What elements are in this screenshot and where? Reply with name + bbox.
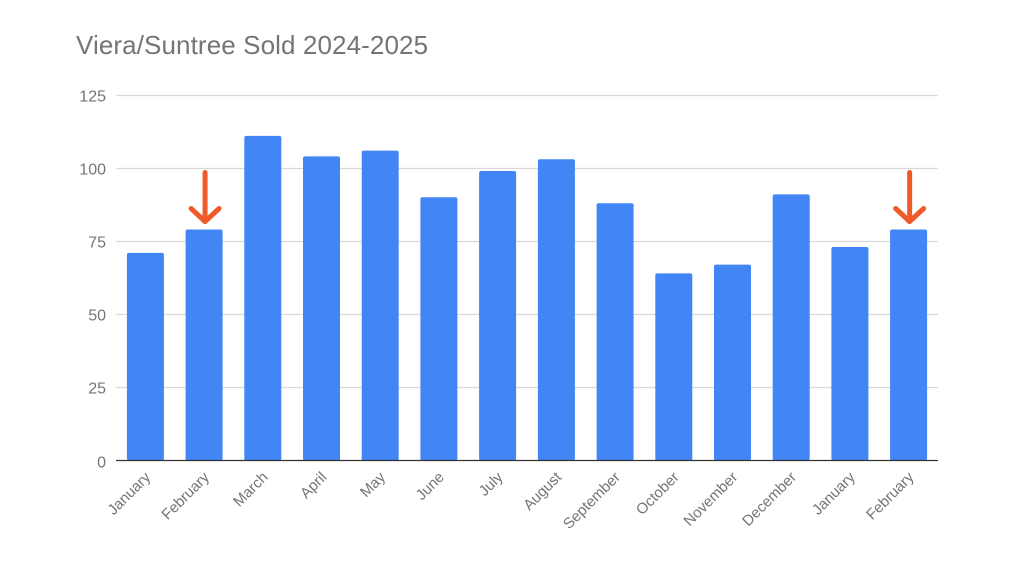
- bar: [361, 150, 399, 461]
- x-tick-label: November: [680, 469, 741, 530]
- bar: [772, 194, 810, 461]
- x-tick-label: July: [476, 468, 507, 499]
- x-tick-label: March: [230, 469, 271, 510]
- x-tick-label: February: [863, 468, 918, 523]
- bar: [244, 135, 282, 461]
- bar: [596, 203, 634, 461]
- bar: [479, 171, 517, 461]
- x-tick-label: May: [357, 468, 389, 500]
- x-tick-label: October: [633, 469, 683, 519]
- chart-title: Viera/Suntree Sold 2024-2025: [76, 30, 429, 60]
- bar: [420, 197, 458, 461]
- annotation-arrows: [188, 170, 927, 225]
- bar: [185, 229, 223, 461]
- x-tick-label: December: [739, 469, 800, 530]
- y-tick-label: 100: [79, 162, 106, 179]
- bar: [890, 229, 928, 461]
- x-tick-label: June: [413, 469, 448, 504]
- bar: [831, 247, 869, 461]
- x-tick-label: September: [560, 469, 624, 533]
- x-axis-ticks: January February March April May June July Augu…: [104, 468, 917, 532]
- y-tick-label: 125: [79, 89, 106, 106]
- bar: [714, 264, 751, 461]
- y-tick-label: 25: [88, 381, 106, 398]
- x-tick-label: August: [520, 468, 566, 514]
- x-tick-label: April: [297, 469, 330, 502]
- bars: [126, 135, 928, 461]
- bar: [126, 252, 164, 461]
- x-tick-label: January: [809, 468, 859, 518]
- down-arrow-icon: [188, 170, 222, 225]
- y-tick-label: 75: [88, 235, 106, 252]
- bar: [537, 159, 575, 461]
- bar: [303, 156, 340, 461]
- down-arrow-icon: [893, 170, 927, 225]
- y-axis-ticks: 0 25 50 75 100 125: [79, 89, 106, 472]
- x-tick-label: February: [158, 468, 213, 523]
- x-tick-label: January: [104, 468, 154, 518]
- y-tick-label: 50: [88, 308, 106, 325]
- bar: [655, 273, 693, 461]
- y-tick-label: 0: [97, 455, 106, 472]
- gridlines: [116, 94, 938, 389]
